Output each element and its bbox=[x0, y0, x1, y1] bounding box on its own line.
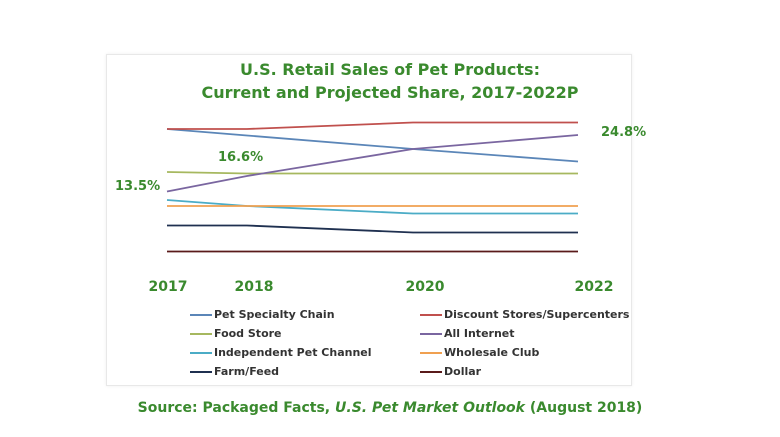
x-tick-2022: 2022 bbox=[575, 279, 614, 295]
legend-swatch bbox=[190, 351, 212, 354]
legend-swatch bbox=[190, 370, 212, 373]
source-prefix: Source: Packaged Facts, bbox=[137, 400, 336, 416]
data-label-2018-internet: 16.6% bbox=[218, 150, 263, 165]
legend-label: Discount Stores/Supercenters bbox=[444, 308, 630, 321]
series-line-farm-feed bbox=[167, 224, 578, 234]
data-label-2022-internet: 24.8% bbox=[601, 125, 646, 140]
legend-item: Food Store bbox=[190, 327, 282, 340]
data-label-2017-internet: 13.5% bbox=[115, 179, 160, 194]
x-tick-2017: 2017 bbox=[149, 279, 188, 295]
legend-swatch bbox=[420, 313, 442, 316]
legend-label: Wholesale Club bbox=[444, 346, 540, 359]
chart-subtitle: Current and Projected Share, 2017-2022P bbox=[201, 83, 579, 102]
legend-item: Dollar bbox=[420, 365, 481, 378]
series-line-pet-specialty-chain bbox=[166, 128, 579, 163]
source-note: Source: Packaged Facts, U.S. Pet Market … bbox=[0, 400, 780, 416]
legend-item: Farm/Feed bbox=[190, 365, 279, 378]
legend-swatch bbox=[420, 351, 442, 354]
series-line-all-internet bbox=[166, 134, 579, 193]
legend-item: All Internet bbox=[420, 327, 515, 340]
series-line-discount-stores-supercenters bbox=[167, 121, 578, 130]
legend-label: Dollar bbox=[444, 365, 482, 378]
legend-item: Pet Specialty Chain bbox=[190, 308, 335, 321]
legend-label: Farm/Feed bbox=[214, 365, 280, 378]
series-line-independent-pet-channel bbox=[166, 199, 578, 215]
legend-item: Independent Pet Channel bbox=[190, 346, 372, 359]
chart-frame bbox=[106, 54, 632, 386]
legend-label: Food Store bbox=[214, 327, 282, 340]
series-line-food-store bbox=[166, 171, 578, 175]
x-tick-2020: 2020 bbox=[406, 279, 445, 295]
source-date: (August 2018) bbox=[525, 400, 643, 416]
legend-label: All Internet bbox=[444, 327, 515, 340]
chart-title: U.S. Retail Sales of Pet Products: bbox=[240, 60, 540, 79]
x-tick-2018: 2018 bbox=[235, 279, 274, 295]
source-publication: U.S. Pet Market Outlook bbox=[335, 400, 525, 416]
legend-label: Pet Specialty Chain bbox=[214, 308, 335, 321]
legend-swatch bbox=[420, 370, 442, 373]
legend-swatch bbox=[420, 332, 442, 335]
legend-item: Discount Stores/Supercenters bbox=[420, 308, 629, 321]
legend-item: Wholesale Club bbox=[420, 346, 539, 359]
legend-swatch bbox=[190, 313, 212, 316]
legend-label: Independent Pet Channel bbox=[214, 346, 372, 359]
legend-swatch bbox=[190, 332, 212, 335]
